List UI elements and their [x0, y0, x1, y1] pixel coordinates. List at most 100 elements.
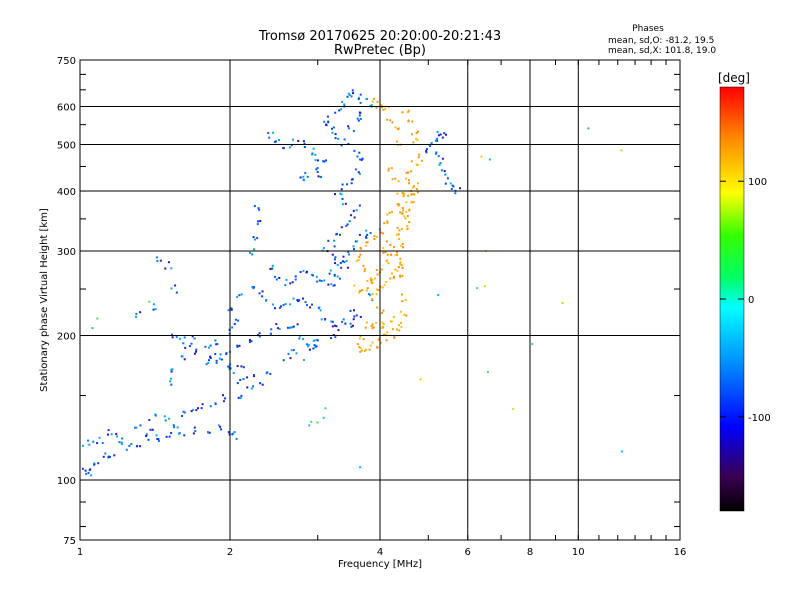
data-point	[407, 109, 410, 112]
data-point	[302, 269, 305, 272]
data-point	[441, 136, 444, 139]
data-point	[81, 467, 84, 470]
data-point	[386, 259, 389, 262]
data-point	[411, 133, 414, 136]
data-point	[93, 463, 96, 466]
data-point	[404, 177, 407, 180]
data-point	[376, 306, 379, 309]
data-point	[382, 109, 385, 111]
data-point	[305, 343, 308, 346]
data-point	[336, 264, 339, 266]
data-point	[376, 273, 379, 276]
data-point	[371, 327, 374, 330]
data-point	[316, 167, 319, 169]
data-point	[154, 308, 157, 311]
data-point	[214, 403, 217, 406]
data-point	[346, 223, 349, 226]
data-point	[359, 316, 362, 318]
data-point	[407, 111, 409, 114]
data-point	[350, 325, 353, 328]
data-point	[220, 358, 223, 361]
data-point	[415, 132, 418, 135]
data-point	[346, 95, 349, 98]
data-point	[204, 345, 207, 348]
data-point	[219, 425, 222, 428]
data-point	[163, 415, 166, 418]
data-point	[252, 287, 255, 290]
data-point	[437, 134, 440, 137]
data-point	[287, 352, 290, 355]
data-point	[334, 137, 337, 140]
data-point	[175, 336, 178, 339]
data-point	[353, 309, 355, 312]
data-point	[335, 325, 338, 328]
data-point	[350, 182, 353, 185]
data-point	[355, 260, 358, 262]
data-point	[406, 215, 409, 217]
data-point	[363, 268, 366, 271]
data-point	[289, 303, 292, 306]
data-point	[230, 307, 233, 310]
data-point	[363, 270, 366, 273]
data-point	[152, 303, 155, 306]
data-point	[417, 156, 420, 159]
data-point	[380, 311, 383, 314]
data-point	[348, 94, 351, 96]
data-point	[403, 313, 406, 316]
data-point	[339, 277, 341, 280]
data-point	[332, 334, 335, 336]
data-point	[195, 350, 197, 353]
data-point	[316, 171, 319, 173]
data-point	[250, 387, 253, 390]
data-point	[340, 144, 343, 147]
data-point	[392, 328, 394, 331]
data-point	[356, 343, 359, 346]
data-point	[170, 383, 173, 386]
data-point	[194, 430, 197, 432]
data-point	[299, 176, 302, 179]
data-point	[354, 168, 357, 171]
data-point	[242, 366, 245, 369]
data-point	[236, 346, 239, 348]
data-point	[346, 183, 349, 186]
data-point	[343, 138, 346, 141]
data-point	[191, 335, 194, 338]
data-point	[341, 203, 344, 206]
x-axis-label: Frequency [MHz]	[338, 559, 422, 570]
y-axis: 75 100 200 300 400 500 600 750	[57, 56, 680, 547]
data-point	[322, 160, 324, 163]
data-point	[418, 153, 421, 156]
data-point	[314, 159, 317, 162]
data-point	[134, 426, 137, 429]
data-point	[252, 286, 255, 288]
data-point	[183, 411, 186, 414]
data-point	[362, 264, 365, 267]
data-point	[392, 276, 395, 279]
y-tick-label: 200	[57, 332, 76, 343]
data-point	[259, 382, 262, 385]
data-point	[284, 303, 287, 305]
data-point	[397, 233, 400, 236]
data-point	[107, 429, 110, 432]
data-point	[357, 258, 360, 261]
data-point	[290, 349, 293, 352]
data-point	[322, 247, 325, 250]
y-tick-label: 75	[63, 536, 76, 547]
data-point	[397, 204, 400, 207]
data-point	[410, 201, 413, 204]
x-tick-label: 6	[465, 547, 471, 558]
data-point	[394, 253, 397, 256]
data-point	[82, 444, 85, 447]
data-point	[400, 227, 403, 230]
data-point	[333, 324, 336, 327]
data-point	[96, 442, 99, 445]
data-point	[195, 348, 198, 351]
data-point	[386, 220, 389, 223]
y-tick-label: 400	[57, 187, 76, 198]
data-point	[387, 169, 390, 172]
data-point	[412, 141, 415, 144]
x-tick-label: 2	[227, 547, 233, 558]
data-point	[339, 233, 341, 236]
data-point	[371, 323, 374, 326]
data-point	[121, 437, 124, 440]
